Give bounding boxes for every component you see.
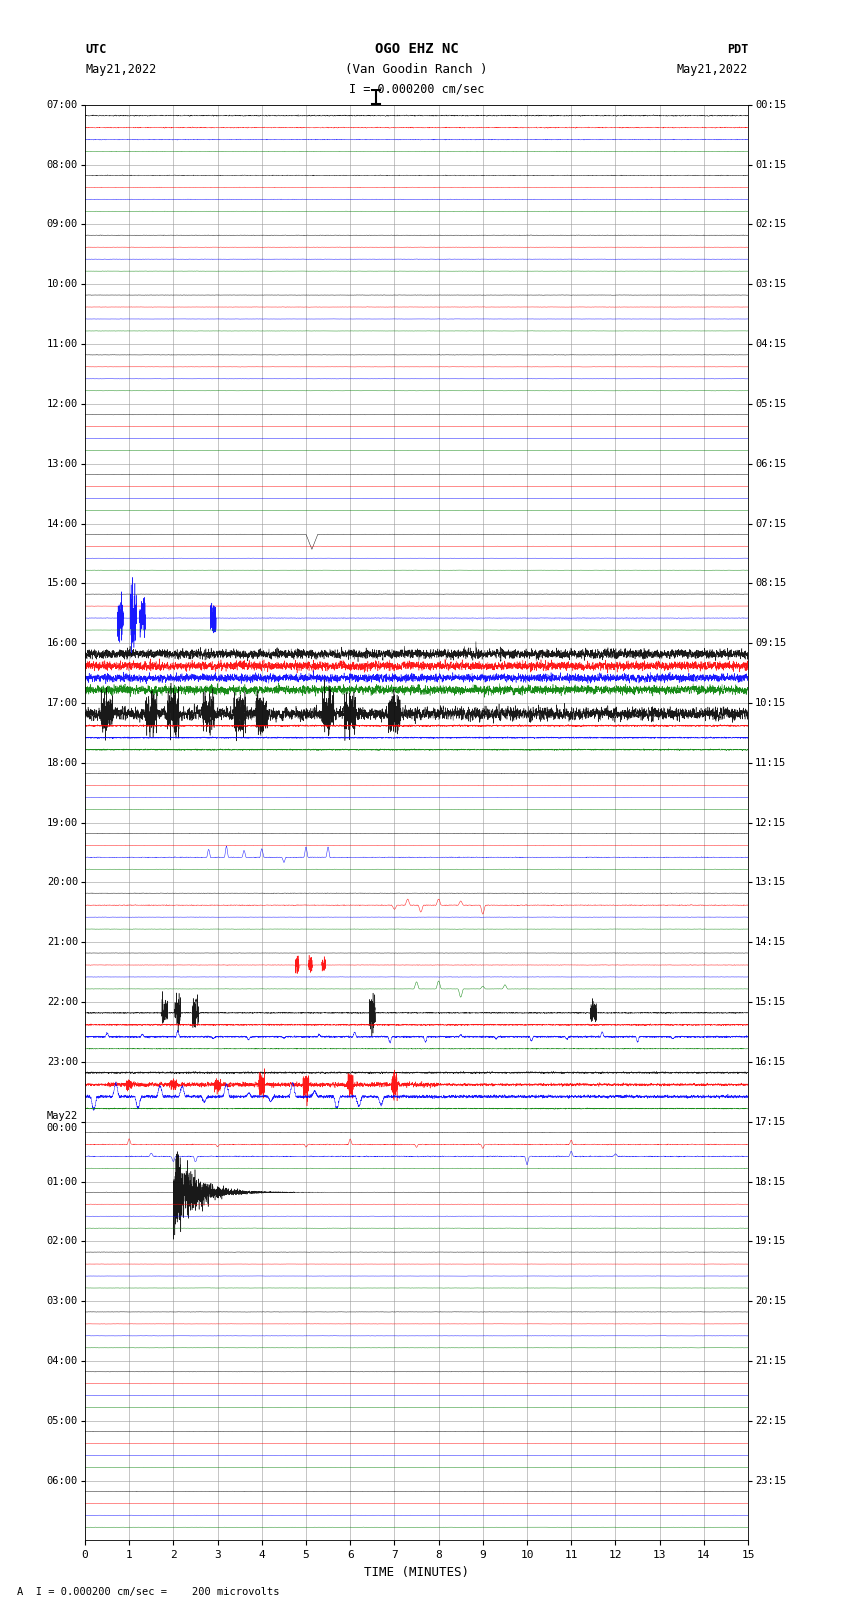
- Text: A  I = 0.000200 cm/sec =    200 microvolts: A I = 0.000200 cm/sec = 200 microvolts: [17, 1587, 280, 1597]
- Text: UTC: UTC: [85, 44, 106, 56]
- Text: May21,2022: May21,2022: [677, 63, 748, 76]
- Text: May21,2022: May21,2022: [85, 63, 156, 76]
- Text: OGO EHZ NC: OGO EHZ NC: [375, 42, 458, 56]
- Text: PDT: PDT: [727, 44, 748, 56]
- Text: I = 0.000200 cm/sec: I = 0.000200 cm/sec: [348, 82, 484, 95]
- Text: (Van Goodin Ranch ): (Van Goodin Ranch ): [345, 63, 488, 76]
- X-axis label: TIME (MINUTES): TIME (MINUTES): [364, 1566, 469, 1579]
